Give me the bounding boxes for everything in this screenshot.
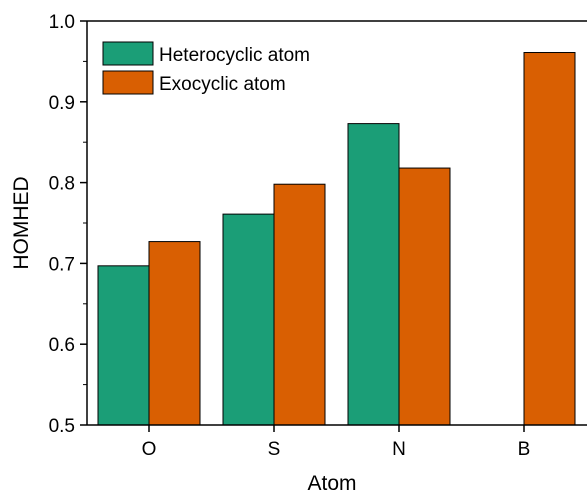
bar-n-heterocyclic — [347, 123, 400, 426]
legend: Heterocyclic atom Exocyclic atom — [102, 41, 310, 95]
x-tick-label: O — [142, 439, 157, 460]
bar-b-exocyclic — [523, 52, 576, 426]
y-tick-label: 0.8 — [49, 174, 75, 195]
legend-label-heterocyclic: Heterocyclic atom — [159, 45, 310, 66]
bar-o-exocyclic — [148, 241, 201, 426]
y-axis-title: HOMHED — [10, 176, 33, 269]
bar-o-heterocyclic — [97, 265, 150, 426]
y-tick-label: 1.0 — [49, 12, 75, 33]
y-ticks: 0.5 0.6 0.7 0.8 0.9 1.0 — [49, 12, 87, 437]
axes — [86, 20, 587, 426]
legend-label-exocyclic: Exocyclic atom — [159, 74, 286, 95]
bar-n-exocyclic — [398, 167, 451, 426]
x-axis-title: Atom — [307, 472, 356, 494]
x-tick-label: S — [268, 439, 281, 460]
legend-swatch-heterocyclic — [102, 41, 154, 66]
bar-s-heterocyclic — [222, 213, 275, 426]
y-tick-label: 0.6 — [49, 335, 75, 356]
y-tick-label: 0.5 — [49, 416, 75, 437]
y-tick-label: 0.9 — [49, 93, 75, 114]
legend-swatch-exocyclic — [102, 70, 154, 95]
x-tick-label: N — [392, 439, 406, 460]
bar-s-exocyclic — [273, 183, 326, 426]
y-tick-label: 0.7 — [49, 254, 75, 275]
bars-group — [97, 52, 576, 426]
x-tick-label: B — [518, 439, 531, 460]
